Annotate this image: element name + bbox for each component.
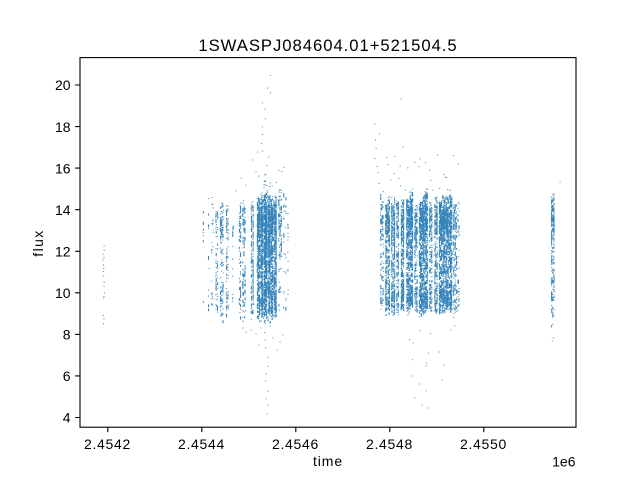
svg-text:20: 20 [55, 77, 71, 93]
svg-text:8: 8 [63, 327, 71, 343]
svg-text:flux: flux [30, 229, 46, 256]
svg-text:2.4546: 2.4546 [272, 436, 319, 452]
svg-text:18: 18 [55, 119, 71, 135]
svg-text:1SWASPJ084604.01+521504.5: 1SWASPJ084604.01+521504.5 [198, 36, 457, 55]
svg-text:2.4550: 2.4550 [460, 436, 507, 452]
svg-text:2.4542: 2.4542 [84, 436, 131, 452]
svg-text:time: time [313, 453, 343, 469]
svg-text:6: 6 [63, 368, 71, 384]
svg-text:2.4544: 2.4544 [178, 436, 225, 452]
svg-text:2.4548: 2.4548 [366, 436, 413, 452]
svg-text:1e6: 1e6 [552, 454, 576, 470]
svg-text:4: 4 [63, 410, 71, 426]
svg-text:12: 12 [55, 244, 71, 260]
svg-text:14: 14 [55, 202, 71, 218]
svg-text:10: 10 [55, 285, 71, 301]
svg-text:16: 16 [55, 160, 71, 176]
